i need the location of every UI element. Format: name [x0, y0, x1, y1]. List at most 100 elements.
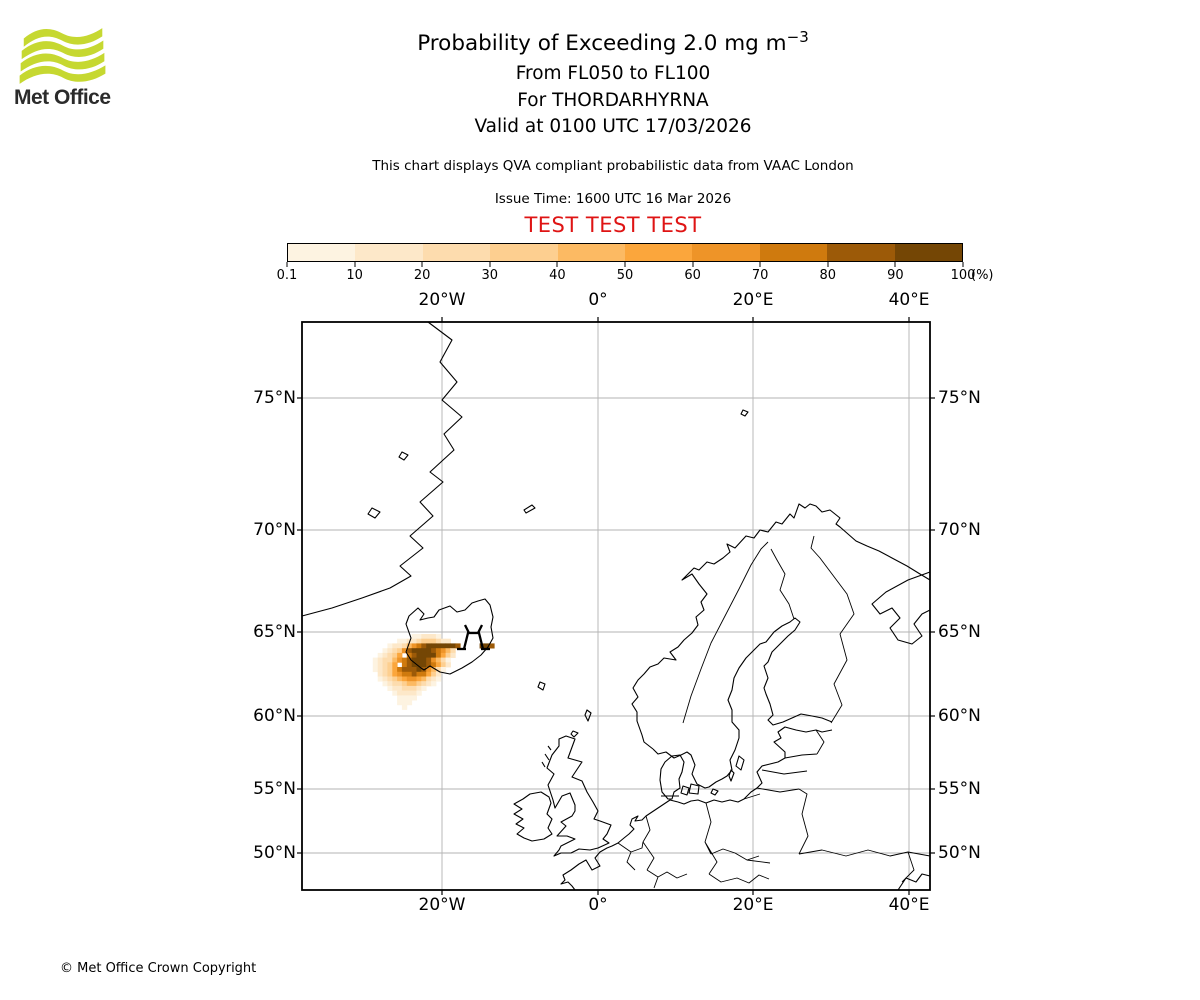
qva-note: This chart displays QVA compliant probab…	[372, 158, 854, 174]
lon-label-top: 20°W	[418, 290, 466, 310]
lat-label-right: 55°N	[938, 779, 981, 799]
colorbar-tick	[489, 262, 491, 267]
logo-wave	[19, 65, 106, 84]
lat-label-left: 75°N	[253, 388, 296, 408]
map-axis-ticks	[297, 317, 935, 895]
border-baltic-states	[743, 729, 825, 800]
colorbar-tick	[286, 262, 288, 267]
baltic-south-coast	[677, 726, 833, 805]
colorbar-segment	[625, 244, 693, 261]
faroe-islands	[537, 681, 546, 691]
lat-label-right: 60°N	[938, 706, 981, 726]
lat-label-left: 50°N	[253, 843, 296, 863]
hebrides	[541, 745, 552, 768]
logo-wave	[20, 52, 105, 72]
map-frame	[301, 321, 931, 891]
subtitle-volcano: For THORDARHYRNA	[517, 90, 709, 111]
ash-probability-plume	[372, 634, 495, 710]
logo-wave	[21, 40, 104, 60]
volcano-marker	[457, 624, 490, 651]
colorbar-tick-label: 40	[549, 268, 566, 283]
border-norway-sweden	[682, 541, 769, 724]
colorbar-segment	[288, 244, 356, 261]
colorbar-segment	[692, 244, 760, 261]
colorbar-tick-label: 80	[819, 268, 837, 283]
gotland	[735, 755, 745, 771]
colorbar-tick-label: 50	[616, 268, 634, 283]
border-poland-belarus	[798, 788, 809, 855]
colorbar-segment	[422, 244, 491, 261]
colorbar-tick	[894, 262, 896, 267]
iceland	[405, 598, 494, 675]
map	[297, 317, 935, 895]
colorbar-segment	[759, 244, 828, 261]
colorbar-segment	[557, 244, 626, 261]
greenland-islands	[367, 451, 409, 519]
title-exponent: −3	[786, 28, 809, 46]
colorbar	[287, 243, 963, 262]
colorbar-tick	[421, 262, 423, 267]
colorbar-tick	[624, 262, 626, 267]
title-text: Probability of Exceeding 2.0 mg m	[417, 31, 787, 57]
norway-coast	[631, 503, 931, 750]
lon-label-top: 0°	[588, 290, 608, 310]
issue-time: Issue Time: 1600 UTC 16 Mar 2026	[494, 191, 732, 207]
logo-wave	[23, 28, 103, 47]
map-gridlines	[302, 322, 930, 890]
colorbar-tick	[962, 262, 964, 267]
ireland	[513, 791, 553, 842]
colorbar-tick	[692, 262, 694, 267]
met-office-logo-waves	[19, 28, 106, 84]
colorbar-tick	[556, 262, 558, 267]
colorbar-segments	[288, 244, 963, 261]
continental-coast	[560, 799, 679, 891]
colorbar-tick-label: 70	[751, 268, 769, 283]
page-title: Probability of Exceeding 2.0 mg m−3	[26, 28, 1200, 56]
colorbar-unit-label: (%)	[971, 268, 994, 283]
colorbar-tick	[354, 262, 356, 267]
met-office-logo-text: Met Office	[14, 86, 111, 109]
colorbar-tick	[827, 262, 829, 267]
uk	[546, 735, 612, 857]
white-sea	[871, 571, 931, 645]
lon-label-bottom: 20°E	[732, 895, 774, 915]
lat-label-right: 50°N	[938, 843, 981, 863]
colorbar-tick-label: 100	[950, 268, 976, 283]
denmark	[659, 754, 685, 800]
jan-mayen	[523, 504, 536, 514]
lon-label-bottom: 40°E	[888, 895, 930, 915]
colorbar-tick	[759, 262, 761, 267]
coastlines	[301, 321, 931, 891]
lat-label-right: 75°N	[938, 388, 981, 408]
copyright: © Met Office Crown Copyright	[60, 961, 257, 976]
colorbar-ticks: 0.1 10 20 30 40 50 60 70 80 90 100	[277, 262, 975, 292]
lat-label-right: 70°N	[938, 520, 981, 540]
colorbar-tick-label: 10	[346, 268, 363, 283]
orkney	[570, 730, 579, 738]
met-office-logo	[14, 24, 124, 116]
colorbar-segment	[894, 244, 963, 261]
lat-label-left: 55°N	[253, 779, 296, 799]
border-belarus-ukraine	[798, 849, 931, 883]
lat-label-left: 60°N	[253, 706, 296, 726]
border-low-countries-france	[617, 815, 688, 889]
lon-label-top: 20°E	[732, 290, 774, 310]
border-sweden-finland	[770, 548, 795, 620]
colorbar-tick-label: 20	[413, 268, 431, 283]
lon-label-bottom: 20°W	[418, 895, 466, 915]
lat-label-right: 65°N	[938, 622, 981, 642]
shetland	[584, 709, 592, 722]
lat-label-left: 70°N	[253, 520, 296, 540]
colorbar-segment	[490, 244, 558, 261]
subtitle-flight-levels: From FL050 to FL100	[515, 63, 711, 84]
border-finland-russia	[810, 535, 855, 724]
oland	[728, 769, 735, 782]
bear-island	[740, 409, 749, 417]
greenland-coast	[301, 321, 463, 617]
country-borders	[617, 535, 931, 889]
colorbar-segment	[827, 244, 895, 261]
colorbar-tick-label: 90	[887, 268, 904, 283]
scandinavia-baltic-coast	[652, 617, 833, 789]
colorbar-segment	[355, 244, 423, 261]
test-banner: TEST TEST TEST	[524, 213, 702, 237]
